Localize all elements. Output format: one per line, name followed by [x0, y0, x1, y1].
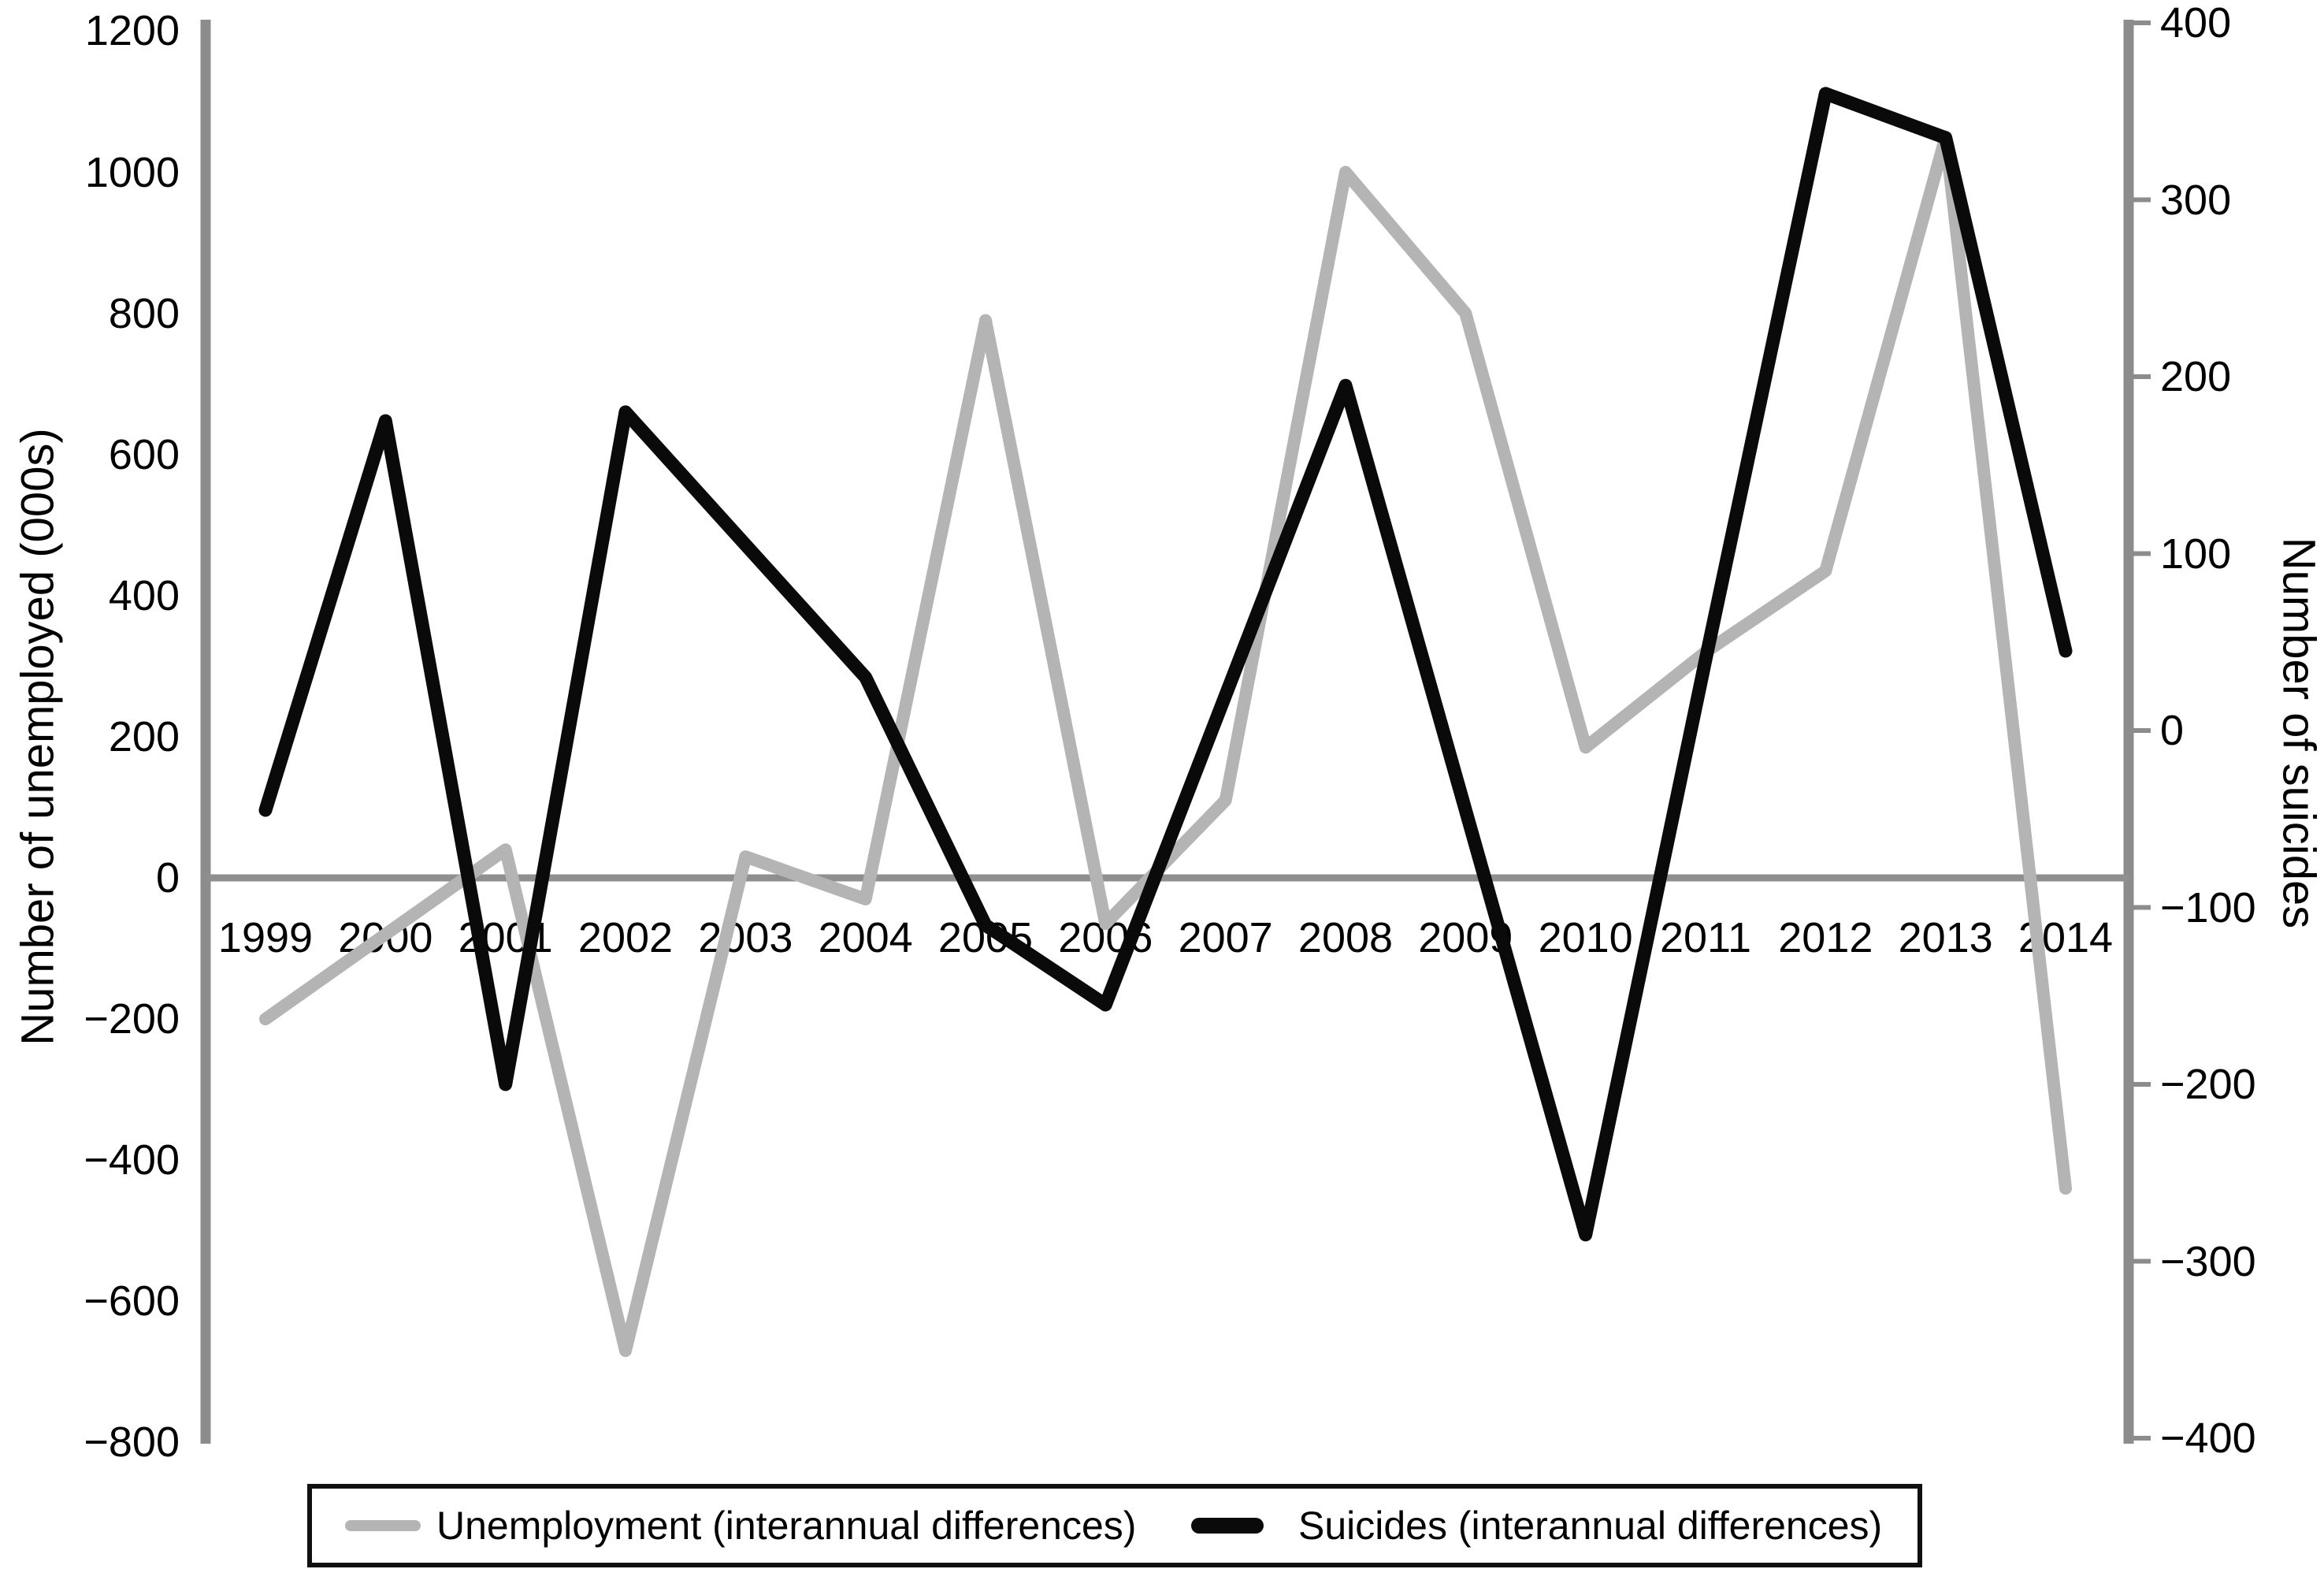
- y-left-tick-label: 200: [108, 712, 180, 760]
- y-right-tick-label: −400: [2160, 1415, 2256, 1462]
- x-tick-label: 2007: [1178, 914, 1273, 961]
- x-tick-label: 2004: [818, 914, 913, 961]
- x-tick-label: 2003: [698, 914, 793, 961]
- x-tick-label: 2008: [1298, 914, 1394, 961]
- y-left-tick-label: −400: [84, 1136, 180, 1184]
- y-left-tick-label: 600: [108, 430, 180, 478]
- suicides-line: [258, 87, 2073, 1242]
- y-right-tick-label: 0: [2160, 707, 2185, 754]
- unemployment-line: [259, 130, 2072, 1357]
- x-tick-label: 1999: [217, 914, 314, 961]
- unemployment-legend-label: Unemployment (interannual differences): [436, 1504, 1137, 1548]
- y-right-tick-label: 200: [2160, 353, 2232, 400]
- y-right-tick-label: 100: [2160, 530, 2232, 578]
- y-left-tick-label: 0: [155, 854, 180, 902]
- y-left-tick-label: 1000: [84, 148, 180, 196]
- y-right-tick-label: −200: [2160, 1061, 2256, 1108]
- suicides-legend-swatch: [1191, 1518, 1264, 1534]
- x-tick-label: 2010: [1538, 914, 1633, 961]
- y-left-tick-label: −600: [84, 1277, 180, 1325]
- x-tick-label: 2002: [577, 914, 674, 961]
- y-left-tick-label: 400: [108, 571, 180, 619]
- y-right-tick-label: −100: [2160, 883, 2256, 931]
- y-right-tick-label: 300: [2160, 176, 2232, 224]
- x-tick-label: 2011: [1659, 914, 1752, 961]
- unemployment-legend-swatch: [345, 1520, 421, 1531]
- x-tick-label: 2013: [1898, 914, 1993, 961]
- y-left-tick-label: −200: [84, 995, 180, 1043]
- y-right-tick-label: −300: [2160, 1237, 2256, 1285]
- suicides-legend-label: Suicides (interannual differences): [1298, 1504, 1883, 1548]
- x-tick-label: 2012: [1778, 914, 1873, 961]
- y-left-tick-label: −800: [84, 1418, 180, 1467]
- legend: Unemployment (interannual differences) S…: [307, 1484, 1922, 1567]
- y-right-tick-label: 400: [2160, 0, 2232, 46]
- y-left-tick-label: 1200: [84, 7, 180, 55]
- y-left-tick-label: 800: [108, 289, 180, 337]
